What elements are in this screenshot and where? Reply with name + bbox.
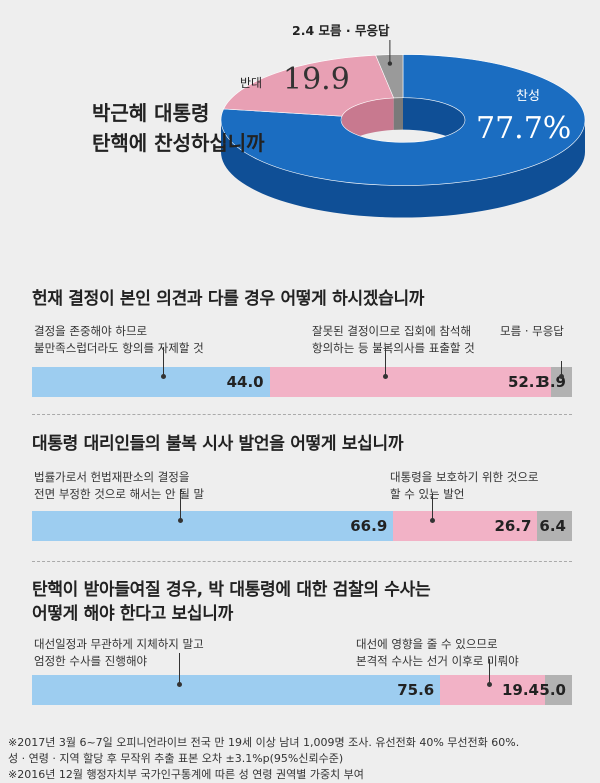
leader-line — [180, 489, 182, 520]
bar-segment-1 — [32, 367, 270, 397]
section3-option1: 대선일정과 무관하게 지체하지 말고 엄정한 수사를 진행해야 — [34, 637, 204, 668]
main-question: 박근혜 대통령 탄핵에 찬성하십니까 — [92, 98, 265, 158]
section2-option1: 법률가로서 헌법재판소의 결정을 전면 부정한 것으로 해서는 안 될 말 — [34, 470, 205, 501]
section1-bar: 44.0 52.1 3.9 — [32, 347, 572, 397]
bar-segment-3 — [545, 675, 572, 705]
section1-option3: 모름 · 무응답 — [500, 324, 564, 338]
bar-value-1: 44.0 — [226, 373, 264, 391]
agree-label: 찬성 — [516, 89, 540, 104]
section2-title: 대통령 대리인들의 불복 시사 발언을 어떻게 보십니까 — [32, 434, 404, 454]
bar-segment-2 — [393, 511, 538, 541]
leader-dot — [178, 518, 184, 523]
donut-slice-agree — [220, 54, 586, 186]
leader-dot — [430, 518, 436, 523]
leader-line — [162, 347, 164, 376]
bar-value-1: 75.6 — [397, 681, 435, 699]
footnotes: ※2017년 3월 6~7일 오피니언라이브 전국 만 19세 이상 남녀 1,… — [8, 735, 519, 783]
donut-slice-disagree — [223, 54, 395, 117]
leader-dot — [176, 682, 182, 687]
divider2 — [32, 561, 572, 562]
leader-dot — [559, 374, 565, 379]
bar-value-3: 6.4 — [539, 517, 566, 535]
section2-option2: 대통령을 보호하기 위한 것으로 할 수 있는 발언 — [390, 470, 539, 501]
leader-dot — [487, 682, 493, 687]
section1-title: 헌재 결정이 본인 의견과 다를 경우 어떻게 하시겠습니까 — [32, 289, 425, 309]
neutral-label: 2.4 모름 · 무응답 — [292, 23, 390, 38]
footnote-3: ※2016년 12월 행정자치부 국가인구통계에 따른 성 연령 권역별 가중치… — [8, 768, 364, 781]
leader-line — [178, 653, 180, 684]
neutral-leader-dot — [387, 61, 393, 66]
bar-segment-3 — [537, 511, 572, 541]
leader-line — [432, 493, 434, 520]
bar-segment-3 — [550, 367, 572, 397]
main-question-line1: 박근혜 대통령 — [92, 101, 210, 125]
bar-value-3: 3.9 — [539, 373, 566, 391]
leader-dot — [160, 374, 166, 379]
section3-bar: 75.6 19.4 5.0 — [32, 653, 572, 705]
leader-line — [561, 361, 563, 376]
bar-segment-1 — [32, 511, 394, 541]
donut-chart — [220, 40, 586, 218]
bar-segment-2 — [440, 675, 545, 705]
divider1 — [32, 414, 572, 415]
bar-value-2: 26.7 — [494, 517, 532, 535]
agree-value: 77.7% — [476, 111, 572, 146]
bar-segment-2 — [269, 367, 551, 397]
bar-segment-1 — [32, 675, 441, 705]
section1-option2: 잘못된 결정이므로 집회에 참석해 항의하는 등 불복의사를 표출할 것 — [312, 324, 475, 355]
donut-outer-wall-agree — [221, 120, 585, 218]
donut-inner-wall-neutral-1 — [393, 97, 403, 130]
bar-value-2: 52.1 — [507, 373, 545, 391]
donut-inner-wall-agree-0 — [403, 97, 465, 152]
disagree-value: 19.9 — [283, 62, 350, 97]
section3-title: 탄핵이 받아들여질 경우, 박 대통령에 대한 검찰의 수사는 어떻게 해야 한… — [32, 580, 431, 624]
section2-bar: 66.9 26.7 6.4 — [32, 489, 572, 541]
disagree-label: 반대 — [240, 76, 263, 90]
footnote-2: 성 · 연령 · 지역 할당 후 무작위 추출 표본 오차 ±3.1%p(95%… — [8, 752, 344, 765]
leader-line — [384, 347, 386, 376]
donut-slice-neutral — [375, 54, 404, 99]
bar-value-2: 19.4 — [501, 681, 539, 699]
leader-line — [489, 659, 491, 684]
leader-dot — [382, 374, 388, 379]
bar-value-3: 5.0 — [539, 681, 566, 699]
section1-option1: 결정을 존중해야 하므로 불만족스럽더라도 항의를 자제할 것 — [34, 324, 204, 355]
bar-value-1: 66.9 — [350, 517, 388, 535]
footnote-1: ※2017년 3월 6~7일 오피니언라이브 전국 만 19세 이상 남녀 1,… — [8, 736, 520, 749]
main-question-line2: 탄핵에 찬성하십니까 — [92, 131, 265, 155]
section3-option2: 대선에 영향을 줄 수 있으므로 본격적 수사는 선거 이후로 미뤄야 — [356, 637, 519, 668]
